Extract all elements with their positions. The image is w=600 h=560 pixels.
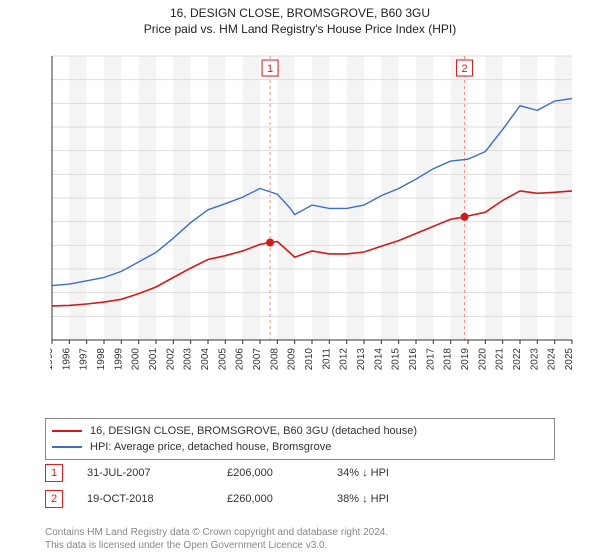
transaction-badge-1: 1 [45,464,63,482]
svg-text:2014: 2014 [373,348,384,371]
legend-swatch-hpi [52,446,82,448]
legend-swatch-property [52,430,82,432]
chart-title-block: 16, DESIGN CLOSE, BROMSGROVE, B60 3GU Pr… [0,0,600,36]
svg-text:2001: 2001 [148,348,159,371]
legend: 16, DESIGN CLOSE, BROMSGROVE, B60 3GU (d… [45,418,555,460]
svg-text:2004: 2004 [200,348,211,371]
svg-text:1996: 1996 [61,348,72,371]
transaction-pct-1: 34% ↓ HPI [337,467,477,479]
transaction-badge-2: 2 [45,490,63,508]
title-line-2: Price paid vs. HM Land Registry's House … [0,22,600,36]
svg-text:2019: 2019 [460,348,471,371]
svg-text:2015: 2015 [391,348,402,371]
legend-item-property: 16, DESIGN CLOSE, BROMSGROVE, B60 3GU (d… [52,423,548,439]
table-row: 2 19-OCT-2018 £260,000 38% ↓ HPI [45,486,555,512]
svg-text:2025: 2025 [564,348,575,371]
svg-text:2017: 2017 [425,348,436,371]
legend-label-property: 16, DESIGN CLOSE, BROMSGROVE, B60 3GU (d… [90,425,417,437]
svg-text:2: 2 [461,63,467,75]
svg-text:2006: 2006 [235,348,246,371]
transaction-price-1: £206,000 [227,467,337,479]
svg-text:2007: 2007 [252,348,263,371]
transaction-date-1: 31-JUL-2007 [87,467,227,479]
svg-text:2003: 2003 [183,348,194,371]
svg-text:1: 1 [267,63,273,75]
line-chart: £0£50K£100K£150K£200K£250K£300K£350K£400… [50,52,580,382]
title-line-1: 16, DESIGN CLOSE, BROMSGROVE, B60 3GU [0,6,600,20]
svg-text:2009: 2009 [287,348,298,371]
footer-line-1: Contains HM Land Registry data © Crown c… [45,526,388,539]
svg-text:2021: 2021 [495,348,506,371]
footer-line-2: This data is licensed under the Open Gov… [45,539,388,552]
svg-text:2011: 2011 [321,348,332,370]
svg-text:2020: 2020 [477,348,488,371]
svg-text:2013: 2013 [356,348,367,371]
svg-text:2002: 2002 [165,348,176,371]
svg-text:2016: 2016 [408,348,419,371]
svg-text:2023: 2023 [529,348,540,371]
footer-attribution: Contains HM Land Registry data © Crown c… [45,526,388,552]
svg-text:2018: 2018 [443,348,454,371]
svg-text:2005: 2005 [217,348,228,371]
svg-text:2012: 2012 [339,348,350,371]
svg-text:2008: 2008 [269,348,280,371]
transaction-table: 1 31-JUL-2007 £206,000 34% ↓ HPI 2 19-OC… [45,460,555,512]
table-row: 1 31-JUL-2007 £206,000 34% ↓ HPI [45,460,555,486]
svg-text:1997: 1997 [79,348,90,371]
chart-container: 16, DESIGN CLOSE, BROMSGROVE, B60 3GU Pr… [0,0,600,560]
svg-text:1999: 1999 [113,348,124,371]
svg-text:2000: 2000 [131,348,142,371]
svg-text:1998: 1998 [96,348,107,371]
transaction-pct-2: 38% ↓ HPI [337,493,477,505]
svg-text:2010: 2010 [304,348,315,371]
svg-text:2022: 2022 [512,348,523,371]
transaction-date-2: 19-OCT-2018 [87,493,227,505]
svg-text:2024: 2024 [547,348,558,371]
legend-item-hpi: HPI: Average price, detached house, Brom… [52,439,548,455]
legend-label-hpi: HPI: Average price, detached house, Brom… [90,441,331,453]
transaction-price-2: £260,000 [227,493,337,505]
svg-text:1995: 1995 [50,348,55,371]
